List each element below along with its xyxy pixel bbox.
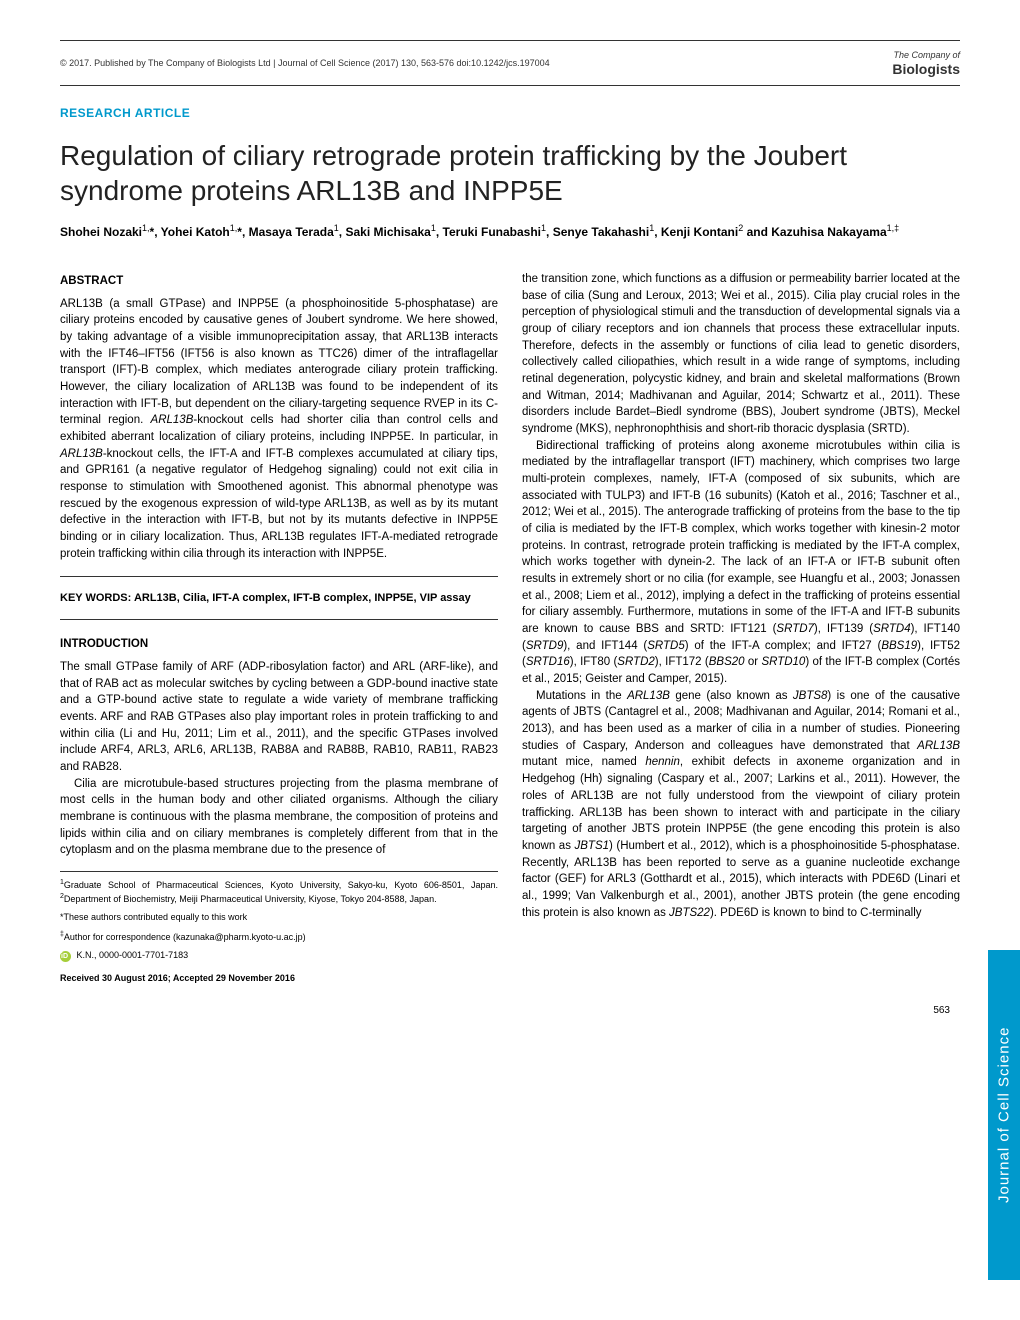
orcid-icon — [60, 951, 71, 962]
abstract-text: ARL13B (a small GTPase) and INPP5E (a ph… — [60, 296, 498, 563]
article-title: Regulation of ciliary retrograde protein… — [60, 138, 960, 208]
intro-paragraph-2: Cilia are microtubule-based structures p… — [60, 776, 498, 859]
affiliations-block: 1Graduate School of Pharmaceutical Scien… — [60, 871, 498, 985]
copyright-text: © 2017. Published by The Company of Biol… — [60, 58, 271, 68]
journal-info: Journal of Cell Science (2017) 130, 563-… — [278, 58, 550, 68]
abstract-heading: ABSTRACT — [60, 273, 498, 290]
article-type: RESEARCH ARTICLE — [60, 106, 960, 120]
journal-side-tab: Journal of Cell Science — [988, 950, 1020, 1280]
authors-list: Shohei Nozaki1,*, Yohei Katoh1,*, Masaya… — [60, 222, 960, 241]
intro-paragraph-1: The small GTPase family of ARF (ADP-ribo… — [60, 659, 498, 776]
keywords: KEY WORDS: ARL13B, Cilia, IFT-A complex,… — [60, 591, 498, 607]
affiliation-text: 1Graduate School of Pharmaceutical Scien… — [60, 878, 498, 905]
introduction-heading: INTRODUCTION — [60, 636, 498, 653]
right-column: the transition zone, which functions as … — [522, 271, 960, 985]
received-dates: Received 30 August 2016; Accepted 29 Nov… — [60, 972, 498, 985]
right-paragraph-1: the transition zone, which functions as … — [522, 271, 960, 438]
equal-contribution: *These authors contributed equally to th… — [60, 911, 498, 924]
correspondence: ‡Author for correspondence (kazunaka@pha… — [60, 930, 498, 944]
right-paragraph-2: Bidirectional trafficking of proteins al… — [522, 438, 960, 688]
header-meta: © 2017. Published by The Company of Biol… — [60, 49, 960, 77]
left-column: ABSTRACT ARL13B (a small GTPase) and INP… — [60, 271, 498, 985]
orcid-line: K.N., 0000-0001-7701-7183 — [60, 949, 498, 962]
page-number: 563 — [60, 1005, 960, 1016]
right-paragraph-3: Mutations in the ARL13B gene (also known… — [522, 688, 960, 921]
publisher-logo: The Company of Biologists — [892, 49, 960, 77]
